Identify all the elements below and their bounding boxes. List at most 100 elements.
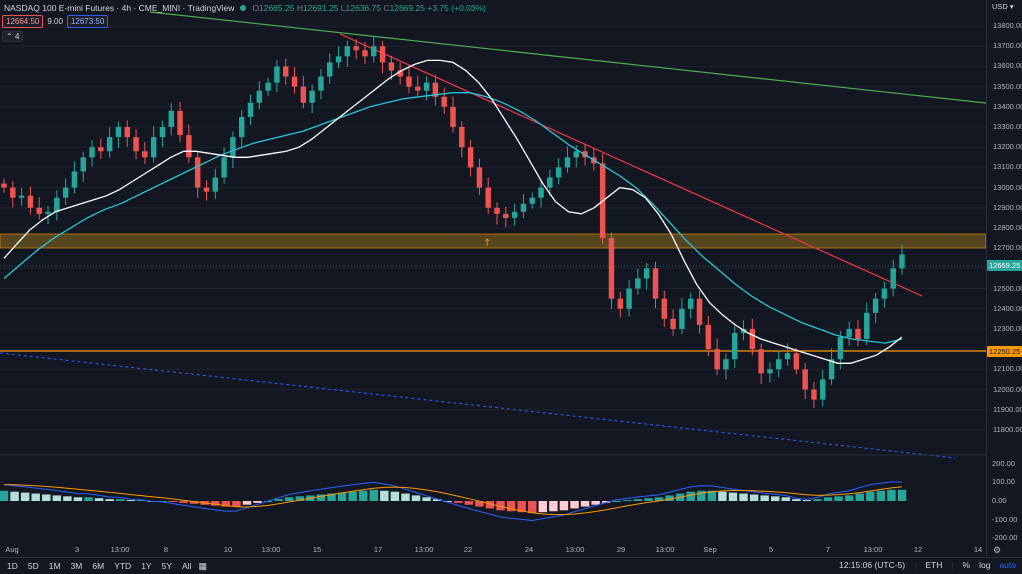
candle-body [212,177,219,192]
timeframe-button-5y[interactable]: 5Y [161,561,172,571]
oscillator-histogram-bar [454,501,463,503]
bottom-right-controls: 12:15:06 (UTC-5) | ETH | % log auto [838,560,1016,570]
candle-body [467,147,474,168]
candle-body [740,328,747,333]
oscillator-histogram-bar [813,499,822,501]
oscillator-histogram-bar [570,501,579,509]
oscillator-histogram-bar [644,498,653,501]
session-toggle[interactable]: ETH [925,560,943,570]
candle-body [238,116,245,138]
candle-body [45,211,51,214]
oscillator-histogram-bar [781,497,791,501]
arrow-marker: ↑ [483,238,491,249]
candle-body [811,389,817,400]
oscillator-histogram-bar [295,496,305,501]
timeframe-button-1y[interactable]: 1Y [141,561,152,571]
oscillator-tick-label: 200.00 [992,458,1015,468]
calendar-icon[interactable]: ▦ [198,560,207,571]
current-price-tag: 12669.25 [987,260,1022,271]
symbol-title[interactable]: NASDAQ 100 E-mini Futures · 4h · CME_MIN… [4,3,235,13]
candle-body [573,151,579,158]
sell-button[interactable]: 12664.50 [2,15,44,28]
oscillator-histogram-bar [0,490,9,501]
candle-body [450,106,456,128]
oscillator-histogram-bar [834,496,843,501]
candle-body [344,46,351,57]
candle-body [406,76,412,87]
price-chart[interactable]: ↑ [0,0,986,556]
timeframe-button-1d[interactable]: 1D [7,561,18,571]
oscillator-histogram-bar [401,493,410,501]
candle-body [247,102,254,117]
timeframe-button-6m[interactable]: 6M [92,561,105,571]
oscillator-histogram-bar [475,501,484,507]
candle-body [27,195,34,208]
oscillator-histogram-bar [506,501,516,512]
candle-body [899,254,905,269]
time-tick-label: 22 [463,545,473,554]
log-toggle[interactable]: log [979,560,991,570]
oscillator-histogram-bar [179,501,188,503]
buy-button[interactable]: 12673.50 [66,15,109,28]
candle-body [802,369,808,390]
timeframe-button-all[interactable]: All [182,561,192,571]
oscillator-histogram-bar [897,489,907,501]
settings-gear-icon[interactable]: ⚙ [993,545,1002,555]
high-value: 12691.25 [302,3,339,13]
oscillator-histogram-bar [221,501,231,507]
indicators-toggle-button[interactable]: ⌃ 4 [2,31,24,42]
percent-toggle[interactable]: % [962,560,971,570]
oscillator-histogram-bar [623,500,632,502]
oscillator-histogram-bar [802,500,812,502]
candle-body [177,110,183,136]
oscillator-histogram-bar [316,494,326,501]
candle-body [415,86,421,91]
oscillator-histogram-bar [654,497,664,501]
candle-body [36,207,42,214]
oscillator-histogram-bar [496,501,505,511]
candle-body [670,318,676,329]
blue-dashed-channel [0,352,956,459]
oscillator-histogram-bar [464,501,474,505]
candle-body [18,195,25,198]
price-tick-label: 11800.00 [993,424,1022,434]
oscillator-histogram-bar [749,494,759,501]
currency-selector[interactable]: USD ▾ [992,2,1014,11]
auto-toggle[interactable]: auto [999,560,1016,570]
clock[interactable]: 12:15:06 (UTC-5) [838,560,906,570]
oscillator-histogram-bar [31,493,40,501]
level-price-tag: 12250.25 [987,346,1022,357]
candle-body [80,157,86,172]
oscillator-histogram-bar [549,501,558,512]
time-tick-label: 12 [913,545,923,554]
oscillator-histogram-bar [517,501,526,513]
candle-body [274,66,280,83]
candle-body [353,46,359,51]
price-tick-label: 12000.00 [993,384,1022,394]
oscillator-histogram-bar [20,492,30,501]
currency-label: USD [992,2,1008,11]
oscillator-histogram-bar [73,497,83,501]
timeframe-button-ytd[interactable]: YTD [114,561,132,571]
candle-body [194,157,201,188]
timeframe-button-5d[interactable]: 5D [27,561,39,571]
oscillator-histogram-bar [63,496,72,501]
resistance-zone [0,233,986,249]
price-tick-label: 13400.00 [993,101,1022,111]
oscillator-histogram-bar [94,498,104,501]
candle-body [142,151,148,158]
candle-body [617,298,624,309]
time-tick-label: 5 [768,545,774,554]
timeframe-button-1m[interactable]: 1M [48,561,61,571]
price-tick-label: 13700.00 [993,41,1022,51]
time-tick-label: 14 [973,545,983,554]
price-tick-label: 13200.00 [993,142,1022,152]
oscillator-histogram-bar [337,492,347,501]
price-axis[interactable]: 13800.00 13700.00 13600.00 13500.00 13400.00… [986,0,1022,556]
timeframe-button-3m[interactable]: 3M [70,561,83,571]
oscillator-histogram-bar [84,497,93,501]
time-tick-label: 7 [825,545,831,554]
time-tick-label: 17 [373,545,383,554]
candle-body [635,278,641,289]
signal-line [3,484,903,516]
